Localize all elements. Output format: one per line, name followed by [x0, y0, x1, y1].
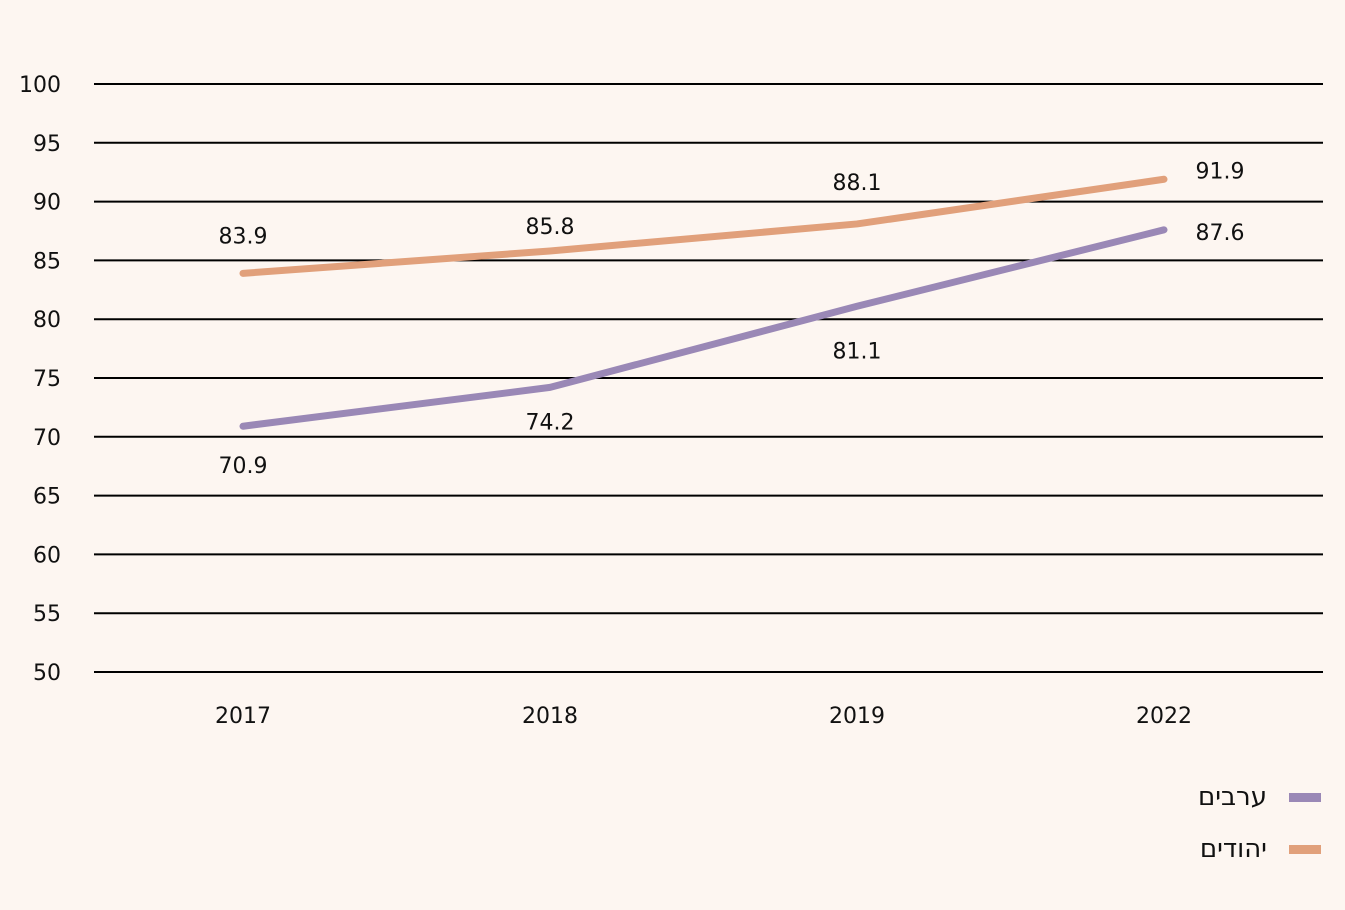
legend-item-jews: יהודים — [1198, 836, 1321, 862]
series-line-0 — [239, 226, 1168, 430]
data-label: 74.2 — [526, 410, 575, 435]
data-label: 91.9 — [1196, 159, 1245, 184]
y-tick-label: 80 — [33, 308, 61, 333]
data-label: 81.1 — [833, 339, 882, 364]
y-tick-label: 50 — [33, 661, 61, 686]
y-tick-label: 95 — [33, 132, 61, 157]
x-tick-label: 2019 — [829, 704, 885, 729]
legend-swatch-arabs — [1289, 792, 1321, 802]
data-label: 87.6 — [1196, 221, 1245, 246]
y-tick-label: 100 — [19, 73, 61, 98]
y-tick-label: 90 — [33, 191, 61, 216]
x-axis-ticks: 2017 2018 2019 2022 — [215, 704, 1192, 729]
series-lines — [239, 175, 1168, 430]
y-tick-label: 75 — [33, 367, 61, 392]
legend-label-arabs: ערבים — [1197, 782, 1267, 812]
y-tick-label: 70 — [33, 426, 61, 451]
data-label: 85.8 — [526, 215, 575, 240]
y-tick-label: 60 — [33, 543, 61, 568]
legend: ערבים יהודים — [1198, 784, 1321, 862]
y-tick-label: 55 — [33, 602, 61, 627]
data-label: 70.9 — [219, 454, 268, 479]
x-tick-label: 2018 — [522, 704, 578, 729]
x-tick-label: 2022 — [1136, 704, 1192, 729]
data-label: 83.9 — [219, 224, 268, 249]
legend-swatch-jews — [1289, 844, 1321, 854]
gridlines — [94, 83, 1323, 673]
y-tick-label: 85 — [33, 249, 61, 274]
x-tick-label: 2017 — [215, 704, 271, 729]
series-line-1 — [239, 175, 1168, 277]
data-label: 88.1 — [833, 171, 882, 196]
legend-label-jews: יהודים — [1199, 834, 1267, 864]
data-labels: 70.9 74.2 81.1 87.6 83.9 85.8 88.1 91.9 — [219, 159, 1245, 479]
legend-item-arabs: ערבים — [1198, 784, 1321, 810]
y-axis-ticks: 100 95 90 85 80 75 70 65 60 55 50 — [19, 73, 61, 686]
y-tick-label: 65 — [33, 485, 61, 510]
